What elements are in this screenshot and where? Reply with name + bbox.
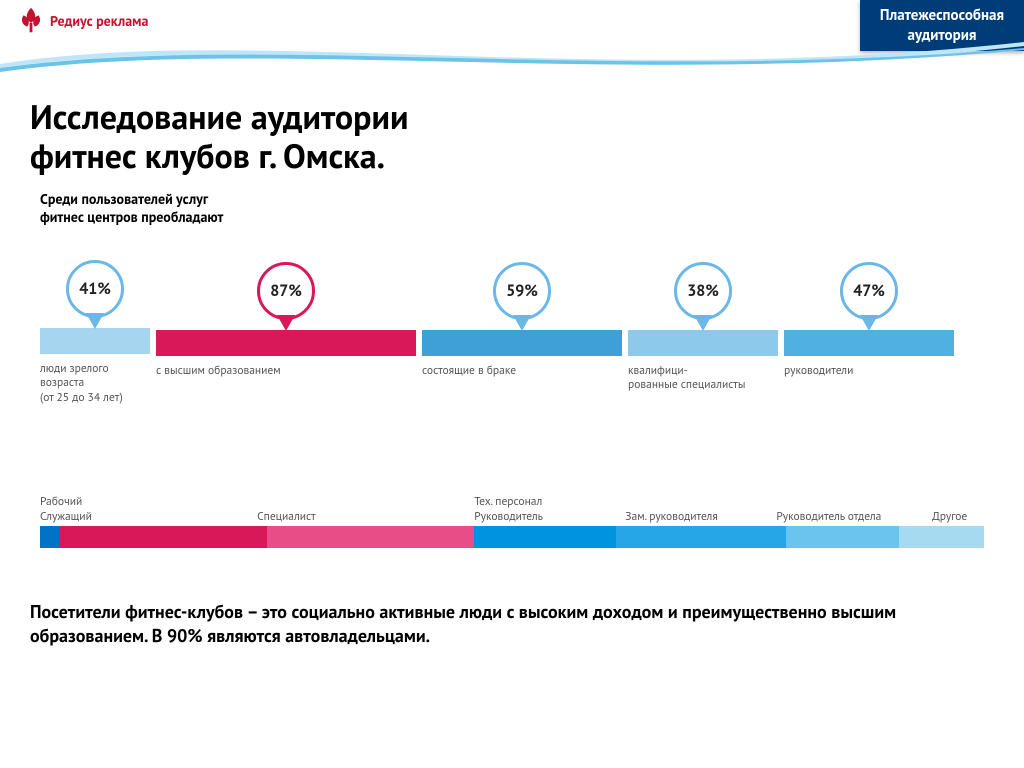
segment-pin-2: 59% [493, 262, 551, 320]
segment-label-0: люди зрелого возраста(от 25 до 34 лет) [40, 362, 150, 405]
segment-bar-3 [628, 330, 778, 356]
segment-3: 38% квалифици-рованные специалисты [628, 235, 778, 405]
segment-2: 59% состоящие в браке [422, 235, 622, 405]
stack-slice-5 [786, 526, 899, 548]
stack-slice-6 [899, 526, 984, 548]
stack-label-2: Тех. персоналРуководитель [474, 494, 543, 524]
stack-slice-3 [474, 526, 616, 548]
stack-slice-2 [267, 526, 475, 548]
footer-summary: Посетители фитнес-клубов – это социально… [30, 600, 964, 649]
segment-pin-3: 38% [674, 262, 732, 320]
segment-bar-4 [784, 330, 954, 356]
segment-bar-2 [422, 330, 622, 356]
stack-label-3: Зам. руководителя [625, 509, 718, 524]
stack-label-4: Руководитель отдела [776, 509, 881, 524]
brand-logo: Редиус реклама [16, 6, 148, 36]
stack-label-5: Другое [932, 509, 967, 524]
segment-pin-0: 41% [66, 260, 124, 318]
occupation-stacked-bar: РабочийСлужащий Специалист Тех. персоналРу… [40, 490, 984, 548]
logo-text: Редиус реклама [50, 12, 148, 30]
subhead-line1: Среди пользователей услуг [40, 190, 223, 208]
segment-bar-0 [40, 328, 150, 354]
leaf-icon [16, 6, 46, 36]
subhead-line2: фитнес центров преобладают [40, 208, 223, 226]
title-line2: фитнес клубов г. Омска. [30, 134, 385, 178]
page-title: Исследование аудитории фитнес клубов г. … [30, 98, 409, 176]
stack-slice-4 [616, 526, 786, 548]
stack-label-0: РабочийСлужащий [40, 494, 92, 524]
stack-labels: РабочийСлужащий Специалист Тех. персоналРу… [40, 490, 984, 526]
stack-slice-1 [59, 526, 267, 548]
badge-line1: Платежеспособная [880, 6, 1004, 26]
segment-bar-1 [156, 330, 416, 356]
segment-0: 41% люди зрелого возраста(от 25 до 34 лет… [40, 235, 150, 405]
audience-badge: Платежеспособная аудитория [860, 0, 1024, 51]
segment-pin-4: 47% [840, 262, 898, 320]
segment-label-3: квалифици-рованные специалисты [628, 364, 778, 393]
title-line1: Исследование аудитории [30, 95, 409, 139]
segment-label-2: состоящие в браке [422, 364, 622, 378]
segment-label-4: руководители [784, 364, 954, 378]
segment-chart: 41% люди зрелого возраста(от 25 до 34 лет… [40, 235, 984, 405]
segment-pin-1: 87% [257, 262, 315, 320]
stack-label-1: Специалист [257, 509, 316, 524]
stack-slice-0 [40, 526, 59, 548]
chart-subheading: Среди пользователей услуг фитнес центров… [40, 190, 223, 226]
stack-bar [40, 526, 984, 548]
segment-label-1: с высшим образованием [156, 364, 416, 378]
segment-1: 87% с высшим образованием [156, 235, 416, 405]
segment-4: 47% руководители [784, 235, 954, 405]
badge-line2: аудитория [880, 26, 1004, 46]
